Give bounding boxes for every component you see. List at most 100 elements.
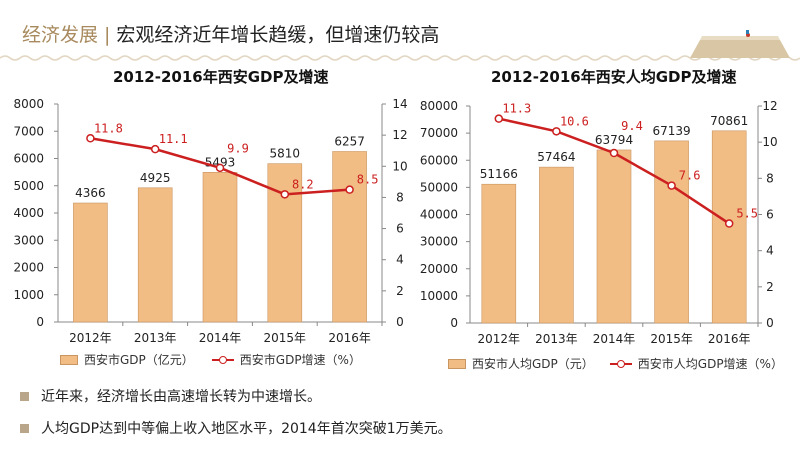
- x-tick-label: 2012年: [478, 332, 521, 346]
- line-swatch: [609, 359, 632, 369]
- x-tick-label: 2013年: [134, 331, 177, 345]
- left-tick-label: 0: [36, 315, 44, 329]
- left-tick-label: 5000: [13, 179, 44, 193]
- left-tick-label: 40000: [420, 208, 458, 222]
- separator: |: [104, 24, 111, 46]
- bar-value-label: 57464: [537, 150, 575, 164]
- right-tick-label: 10: [392, 159, 407, 173]
- bar-swatch: [448, 358, 466, 369]
- left-tick-label: 8000: [13, 97, 44, 111]
- growth-value-label: 7.6: [679, 169, 701, 183]
- bar-value-label: 51166: [480, 167, 518, 181]
- legend-line-label: 西安市GDP增速（%）: [239, 353, 361, 367]
- x-tick-label: 2014年: [593, 332, 636, 346]
- growth-point: [150, 144, 160, 154]
- slide-title: 宏观经济近年增长趋缓，但增速仍较高: [116, 24, 440, 46]
- right-tick-label: 2: [766, 280, 774, 294]
- header: 经济发展 | 宏观经济近年增长趋缓，但增速仍较高: [22, 20, 439, 47]
- bar-value-label: 4925: [140, 171, 171, 185]
- x-tick-label: 2014年: [199, 331, 242, 345]
- left-tick-label: 10000: [420, 289, 458, 303]
- right-tick-label: 10: [762, 135, 777, 149]
- chart2-legend: 西安市人均GDP（元） 西安市人均GDP增速（%）: [448, 355, 783, 372]
- bar: [202, 172, 238, 323]
- left-tick-label: 4000: [13, 206, 44, 220]
- left-tick-label: 1000: [13, 288, 44, 302]
- right-tick-label: 12: [392, 128, 407, 142]
- right-tick-label: 12: [762, 99, 777, 113]
- bar-value-label: 4366: [75, 186, 106, 200]
- x-tick-label: 2016年: [708, 332, 751, 346]
- bar: [73, 202, 108, 323]
- growth-point: [609, 148, 619, 158]
- growth-value-label: 11.8: [94, 121, 123, 135]
- chart1-title: 2012-2016年西安GDP及增速: [113, 68, 329, 86]
- right-tick-label: 4: [396, 253, 404, 267]
- left-tick-label: 7000: [13, 124, 44, 138]
- bullet-text: 近年来，经济增长由高速增长转为中速增长。: [41, 389, 321, 405]
- left-tick-label: 20000: [420, 262, 458, 276]
- right-tick-label: 6: [766, 208, 774, 222]
- bar-value-label: 5810: [270, 147, 301, 161]
- growth-point: [86, 134, 95, 143]
- chart2-title: 2012-2016年西安人均GDP及增速: [491, 68, 737, 86]
- growth-point: [724, 219, 734, 228]
- bar: [481, 183, 517, 324]
- left-tick-label: 0: [450, 316, 458, 330]
- legend-line-label: 西安市人均GDP增速（%）: [637, 357, 783, 371]
- bullet-marker: [20, 391, 29, 401]
- bar: [332, 151, 367, 323]
- growth-value-label: 11.1: [159, 132, 188, 146]
- x-tick-label: 2016年: [328, 331, 371, 345]
- growth-value-label: 11.3: [502, 102, 531, 116]
- section-label: 经济发展: [22, 24, 99, 46]
- left-tick-label: 2000: [13, 261, 44, 275]
- left-tick-label: 80000: [420, 99, 458, 113]
- right-tick-label: 0: [396, 315, 404, 329]
- left-tick-label: 6000: [13, 152, 44, 166]
- right-tick-label: 2: [396, 284, 404, 298]
- legend-bar-label: 西安市人均GDP（元）: [472, 357, 594, 371]
- left-tick-label: 50000: [420, 180, 458, 194]
- bullet-text: 人均GDP达到中等偏上收入地区水平，2014年首次突破1万美元。: [41, 421, 452, 437]
- bar: [654, 140, 689, 324]
- bullet-marker: [20, 423, 29, 433]
- chart1-legend: 西安市GDP（亿元） 西安市GDP增速（%）: [60, 351, 361, 368]
- left-tick-label: 30000: [420, 235, 458, 249]
- growth-point: [552, 127, 561, 136]
- left-tick-label: 3000: [13, 233, 44, 247]
- line-swatch: [211, 355, 234, 365]
- left-tick-label: 70000: [420, 126, 458, 140]
- growth-point: [280, 190, 290, 199]
- right-tick-label: 8: [766, 171, 774, 185]
- bar-value-label: 63794: [595, 133, 633, 147]
- growth-value-label: 10.6: [560, 114, 589, 128]
- wave-divider: [0, 55, 800, 61]
- bar-value-label: 70861: [710, 114, 748, 128]
- decorative-logo-image: [690, 30, 790, 58]
- growth-point: [494, 114, 504, 123]
- x-tick-label: 2015年: [264, 331, 307, 345]
- growth-point: [345, 185, 354, 194]
- x-tick-label: 2013年: [535, 332, 578, 346]
- right-tick-label: 4: [766, 244, 774, 258]
- bullet-list: 近年来，经济增长由高速增长转为中速增长。 人均GDP达到中等偏上收入地区水平，2…: [20, 386, 452, 450]
- bar-value-label: 67139: [653, 124, 691, 138]
- growth-point: [667, 181, 676, 190]
- growth-point: [215, 163, 225, 173]
- bar-swatch: [60, 354, 78, 365]
- x-tick-label: 2012年: [69, 331, 112, 345]
- right-tick-label: 14: [392, 97, 407, 111]
- right-tick-label: 6: [396, 222, 404, 236]
- bar-value-label: 6257: [334, 134, 365, 148]
- growth-value-label: 9.9: [227, 141, 249, 155]
- legend-bar-label: 西安市GDP（亿元）: [84, 353, 194, 367]
- growth-value-label: 8.2: [292, 177, 314, 191]
- right-tick-label: 0: [766, 316, 774, 330]
- bar: [137, 187, 173, 323]
- bullet-item: 人均GDP达到中等偏上收入地区水平，2014年首次突破1万美元。: [20, 418, 452, 438]
- bar: [539, 166, 574, 324]
- growth-value-label: 8.5: [357, 173, 379, 187]
- growth-value-label: 9.4: [621, 119, 643, 133]
